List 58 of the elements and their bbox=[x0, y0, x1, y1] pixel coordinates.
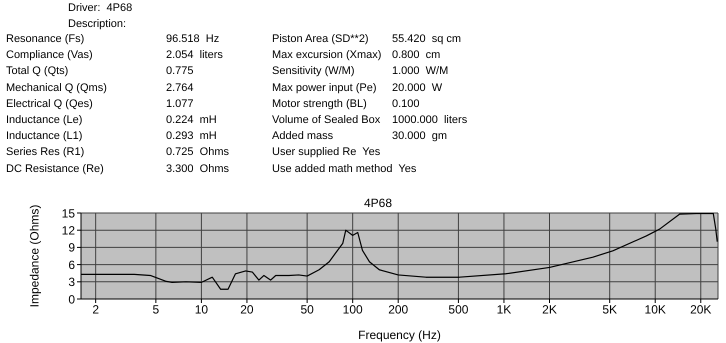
text: Inductance (Le) bbox=[6, 114, 82, 126]
text: 3.300 Ohms bbox=[166, 162, 229, 175]
text: Total Q (Qts) bbox=[6, 65, 68, 78]
text: 55.420 sq cm bbox=[392, 33, 462, 45]
text: Added mass bbox=[272, 130, 334, 142]
y-tick-label: 9 bbox=[68, 240, 76, 255]
text: 1.077 bbox=[166, 98, 194, 110]
x-tick-label: 2K bbox=[542, 302, 557, 317]
text: 0.224 mH bbox=[166, 114, 217, 126]
text: Max power input (Pe) bbox=[272, 82, 377, 94]
text: Volume of Sealed Box bbox=[272, 114, 380, 126]
text: 0.800 cm bbox=[392, 49, 440, 62]
text: Piston Area (SD**2) bbox=[272, 33, 369, 45]
x-tick-label: 1K bbox=[496, 302, 512, 317]
x-tick-label: 10K bbox=[644, 302, 666, 317]
text: 30.000 gm bbox=[392, 130, 448, 142]
text: Series Res (R1) bbox=[6, 146, 84, 158]
x-tick-label: 200 bbox=[388, 302, 409, 317]
y-tick-label: 6 bbox=[68, 258, 76, 272]
text: Max excursion (Xmax) bbox=[272, 49, 382, 62]
x-tick-label: 2 bbox=[92, 302, 100, 317]
text: Electrical Q (Qes) bbox=[6, 98, 93, 110]
x-tick-label: 100 bbox=[342, 302, 364, 317]
x-tick-label: 10 bbox=[194, 302, 208, 317]
text: Inductance (L1) bbox=[6, 130, 82, 142]
text: User supplied Re Yes bbox=[272, 146, 380, 158]
chart-title: 4P68 bbox=[364, 196, 392, 210]
x-tick-label: 50 bbox=[300, 302, 314, 317]
text: Motor strength (BL) bbox=[272, 98, 367, 110]
text: 2.764 bbox=[166, 82, 194, 94]
y-tick-label: 15 bbox=[62, 206, 76, 220]
text: Driver: 4P68 bbox=[68, 2, 132, 14]
x-tick-label: 500 bbox=[448, 302, 469, 317]
text: Description: bbox=[68, 18, 126, 30]
x-axis-title: Frequency (Hz) bbox=[358, 328, 441, 342]
text: DC Resistance (Re) bbox=[6, 162, 104, 175]
text: Sensitivity (W/M) bbox=[272, 65, 354, 78]
text: 96.518 Hz bbox=[166, 33, 220, 45]
text: 1000.000 liters bbox=[392, 114, 468, 126]
text: Use added math method Yes bbox=[272, 162, 416, 175]
y-axis-title: Impedance (Ohms) bbox=[27, 204, 42, 308]
x-tick-label: 20 bbox=[240, 302, 254, 317]
text: 0.100 bbox=[392, 98, 420, 110]
text: 0.725 Ohms bbox=[166, 146, 229, 158]
text: 2.054 liters bbox=[166, 49, 223, 62]
text: 0.775 bbox=[166, 65, 194, 78]
x-tick-label: 20K bbox=[690, 302, 712, 317]
text: 1.000 W/M bbox=[392, 65, 448, 78]
text: Mechanical Q (Qms) bbox=[6, 82, 107, 94]
y-tick-label: 12 bbox=[62, 223, 76, 238]
text: Resonance (Fs) bbox=[6, 33, 84, 45]
text: 20.000 W bbox=[392, 82, 442, 94]
x-tick-label: 5K bbox=[602, 302, 618, 317]
x-tick-label: 5 bbox=[152, 302, 160, 317]
text: 0.293 mH bbox=[166, 130, 217, 142]
text: Compliance (Vas) bbox=[6, 49, 93, 62]
y-tick-label: 0 bbox=[68, 292, 76, 306]
y-tick-label: 3 bbox=[68, 275, 76, 290]
